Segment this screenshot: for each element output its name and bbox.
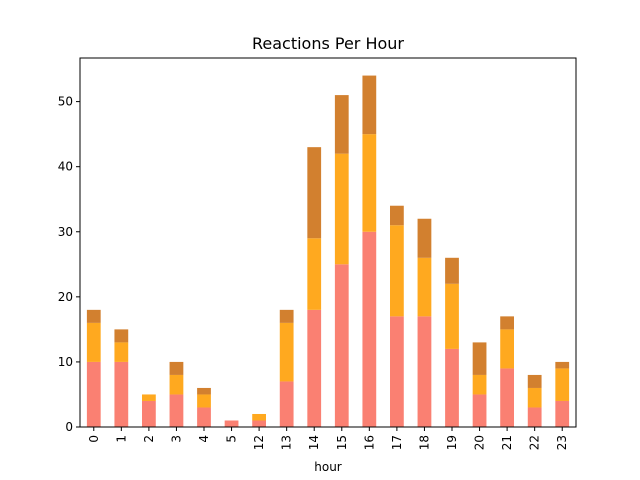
bar-segment <box>169 361 184 375</box>
bar-segment <box>500 329 514 369</box>
bar-segment <box>334 264 349 427</box>
y-tick-label: 20 <box>58 290 73 304</box>
chart-title: Reactions Per Hour <box>252 34 404 53</box>
bar-segment <box>362 231 377 427</box>
bar-segment <box>527 374 542 388</box>
bar-segment <box>390 205 404 226</box>
bar-segment <box>252 420 266 427</box>
x-tick-label: 3 <box>169 435 183 443</box>
bar-segment <box>527 387 542 408</box>
bar-segment <box>279 322 294 382</box>
y-tick-label: 30 <box>58 225 73 239</box>
bar-segment <box>472 342 487 375</box>
x-tick-label: 18 <box>417 435 431 450</box>
bar-segment <box>417 218 432 258</box>
bar-segment <box>224 420 239 427</box>
x-tick-label: 2 <box>142 435 156 443</box>
x-tick-label: 20 <box>473 435 487 450</box>
plot-frame <box>79 57 577 428</box>
bar-segment <box>417 316 432 427</box>
bar-segment <box>472 374 487 395</box>
bar-segment <box>445 283 459 349</box>
bar-segment <box>390 316 404 427</box>
y-tick-label: 40 <box>58 160 73 174</box>
y-tick-label: 50 <box>58 95 73 109</box>
bar-segment <box>252 413 266 421</box>
x-tick-label: 13 <box>280 435 294 450</box>
x-tick-label: 12 <box>252 435 266 450</box>
bar-segment <box>555 400 570 427</box>
bar-segment <box>197 387 211 395</box>
bar-segment <box>86 361 101 427</box>
bar-segment <box>362 75 377 135</box>
x-axis-ticks: 0 1 2 3 4 5 12 13 14 15 16 17 18 19 20 21 22 23 <box>87 427 569 450</box>
bar-segment <box>307 238 322 310</box>
bar-segment <box>307 309 322 427</box>
bar-segment <box>334 153 349 265</box>
bar-segment <box>169 394 184 427</box>
bar-segment <box>390 225 404 317</box>
bar-segment <box>142 400 156 427</box>
bar-segment <box>555 361 570 369</box>
x-tick-label: 5 <box>225 435 239 443</box>
x-tick-label: 4 <box>197 435 211 443</box>
bar-segment <box>500 368 514 427</box>
bar-segment <box>142 394 156 401</box>
bar-segment <box>500 316 514 330</box>
bar-segment <box>279 381 294 427</box>
bar-segment <box>445 257 459 284</box>
x-tick-label: 16 <box>362 435 376 450</box>
y-axis-ticks: 0 10 20 30 40 50 <box>58 95 80 434</box>
bar-segment <box>86 309 101 323</box>
x-axis-label: hour <box>314 460 342 474</box>
bar-segment <box>445 348 459 427</box>
bar-segment <box>86 322 101 362</box>
y-tick-label: 0 <box>65 420 73 434</box>
x-tick-label: 0 <box>87 435 101 443</box>
bar-segment <box>527 407 542 427</box>
x-tick-label: 21 <box>500 435 514 450</box>
bar-segment <box>169 374 184 395</box>
bar-segment <box>114 361 129 427</box>
bar-segment <box>417 257 432 317</box>
bar-segment <box>197 407 211 427</box>
x-tick-label: 19 <box>445 435 459 450</box>
bars-group <box>86 75 570 427</box>
bar-segment <box>114 342 129 362</box>
y-tick-label: 10 <box>58 355 73 369</box>
bar-segment <box>334 95 349 154</box>
x-tick-label: 22 <box>528 435 542 450</box>
bar-segment <box>279 309 294 323</box>
x-tick-label: 15 <box>335 435 349 450</box>
bar-segment <box>114 329 129 343</box>
x-tick-label: 1 <box>114 435 128 443</box>
bar-segment <box>197 394 211 408</box>
x-tick-label: 17 <box>390 435 404 450</box>
bar-segment <box>472 394 487 427</box>
x-tick-label: 23 <box>555 435 569 450</box>
x-tick-label: 14 <box>307 435 321 450</box>
bar-segment <box>362 134 377 232</box>
bar-segment <box>307 147 322 239</box>
bar-segment <box>555 368 570 401</box>
